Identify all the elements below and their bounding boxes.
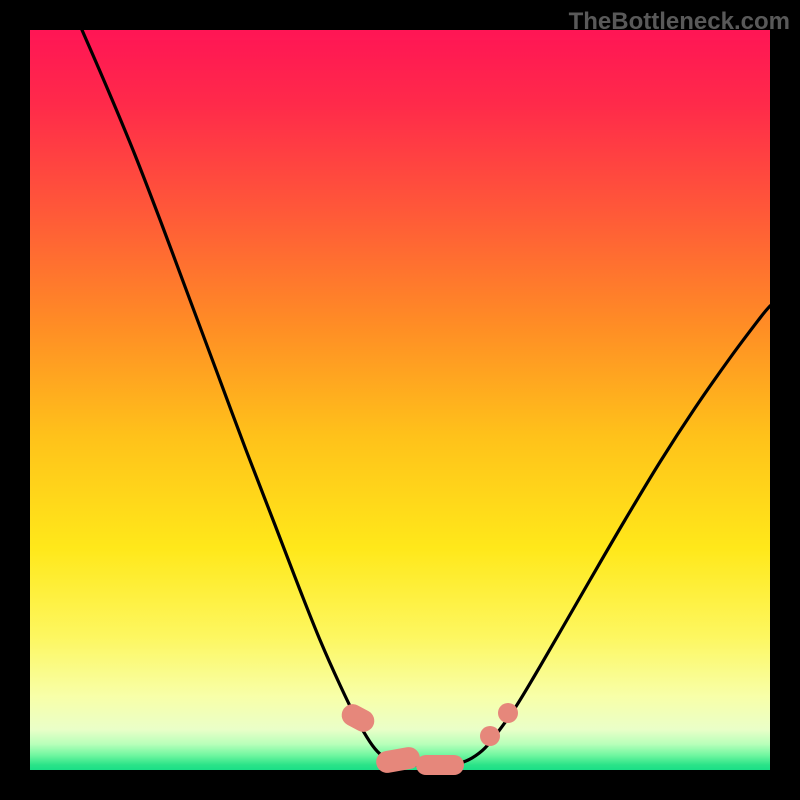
curve-marker (480, 726, 500, 746)
gradient-background (30, 30, 770, 770)
curve-marker (498, 703, 518, 723)
chart-viewport: TheBottleneck.com (0, 0, 800, 800)
chart-svg-layer (0, 0, 800, 800)
curve-marker (416, 755, 464, 775)
